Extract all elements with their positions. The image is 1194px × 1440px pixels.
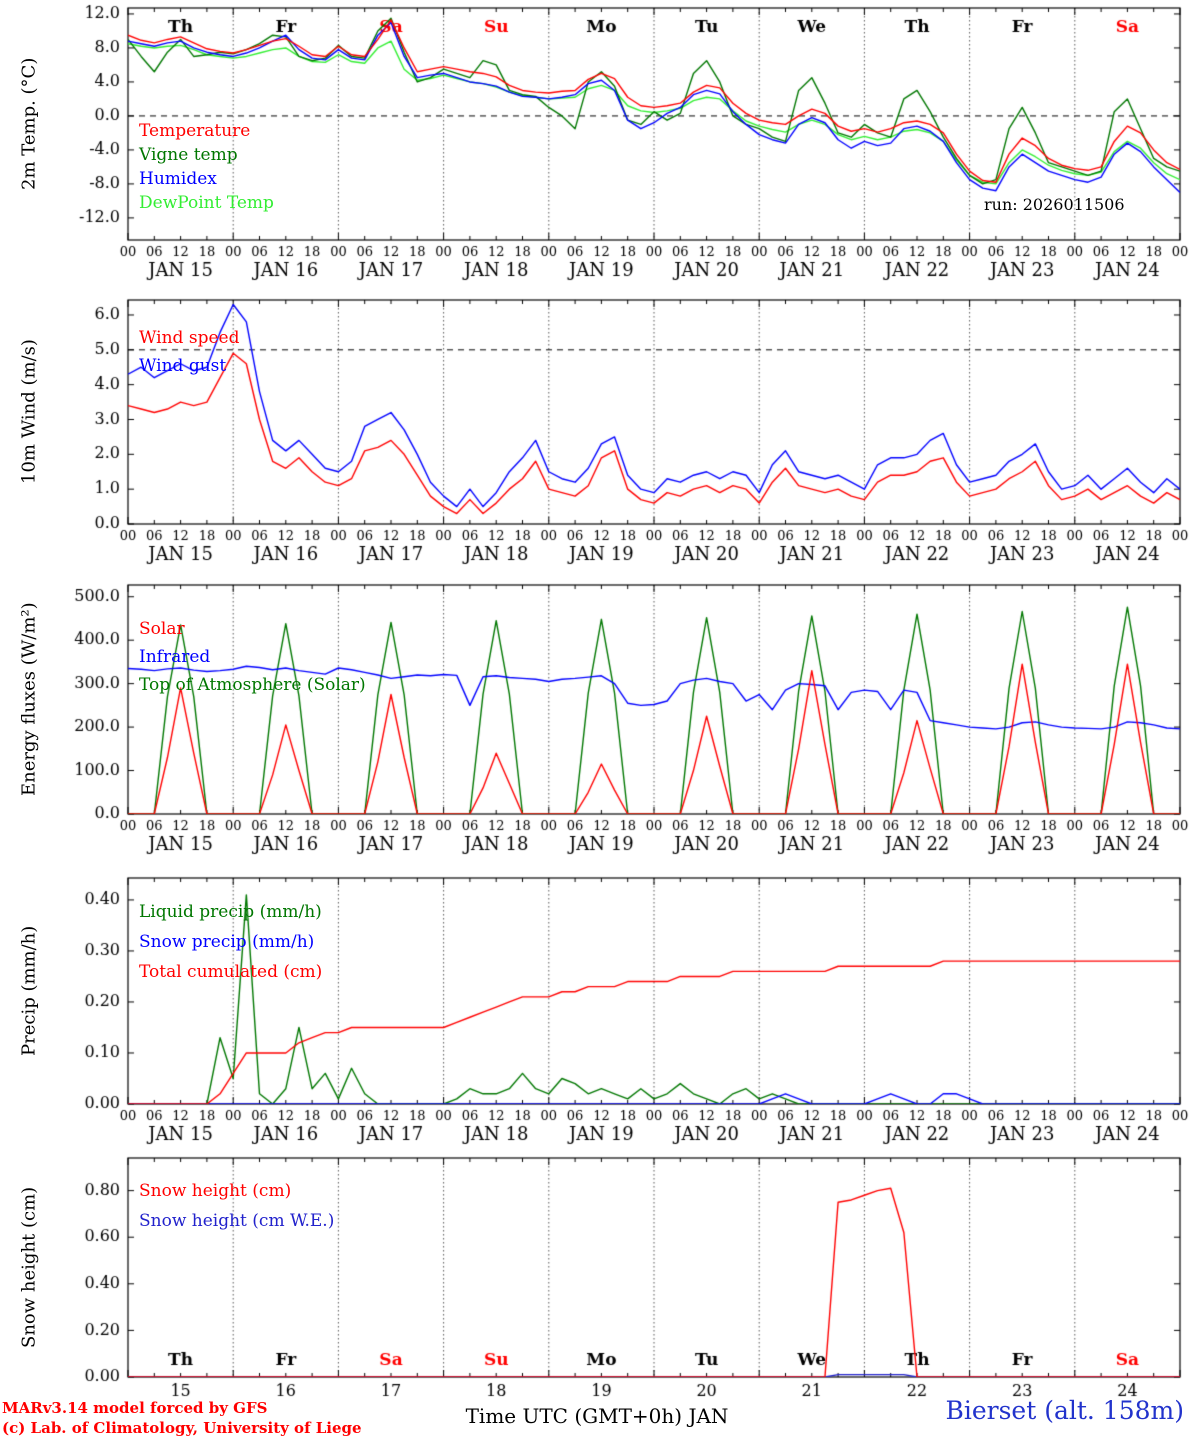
legend-item-solar: Solar	[139, 619, 185, 639]
credit-line2: (c) Lab. of Climatology, University of L…	[2, 1419, 362, 1437]
legend-item-snow-height: Snow height (cm)	[139, 1181, 292, 1201]
energy-legend: Solar Infrared Top of Atmosphere (Solar)	[139, 615, 366, 699]
legend-item-dewpoint-temp: DewPoint Temp	[139, 193, 274, 213]
legend-item-liquid-precip: Liquid precip (mm/h)	[139, 902, 322, 922]
legend-item-wind-speed: Wind speed	[139, 328, 240, 348]
legend-item-total-cumulated: Total cumulated (cm)	[139, 962, 323, 982]
run-label: run: 2026011506	[984, 195, 1125, 214]
y-axis-title-precip: Precip (mm/h)	[18, 925, 40, 1057]
y-axis-title-energy: Energy fluxes (W/m²)	[18, 602, 40, 797]
legend-item-vigne-temp: Vigne temp	[139, 145, 238, 165]
y-axis-title-temperature: 2m Temp. (°C)	[18, 57, 40, 191]
legend-item-temperature: Temperature	[139, 121, 251, 141]
snow-legend: Snow height (cm) Snow height (cm W.E.)	[139, 1176, 334, 1236]
legend-item-snow-height-we: Snow height (cm W.E.)	[139, 1211, 335, 1231]
credit-text: MARv3.14 model forced by GFS (c) Lab. of…	[2, 1398, 362, 1438]
legend-item-wind-gust: Wind gust	[139, 356, 227, 376]
y-axis-title-wind: 10m Wind (m/s)	[18, 339, 40, 485]
legend-item-snow-precip: Snow precip (mm/h)	[139, 932, 315, 952]
precip-legend: Liquid precip (mm/h) Snow precip (mm/h) …	[139, 897, 322, 987]
station-label: Bierset (alt. 158m)	[945, 1396, 1184, 1425]
legend-item-toa: Top of Atmosphere (Solar)	[139, 675, 366, 695]
temperature-legend: Temperature Vigne temp Humidex DewPoint …	[139, 119, 274, 215]
legend-item-infrared: Infrared	[139, 647, 211, 667]
credit-line1: MARv3.14 model forced by GFS	[2, 1399, 268, 1417]
legend-item-humidex: Humidex	[139, 169, 217, 189]
wind-legend: Wind speed Wind gust	[139, 324, 239, 380]
x-axis-title: Time UTC (GMT+0h) JAN	[465, 1404, 729, 1428]
y-axis-title-snow: Snow height (cm)	[18, 1186, 40, 1349]
